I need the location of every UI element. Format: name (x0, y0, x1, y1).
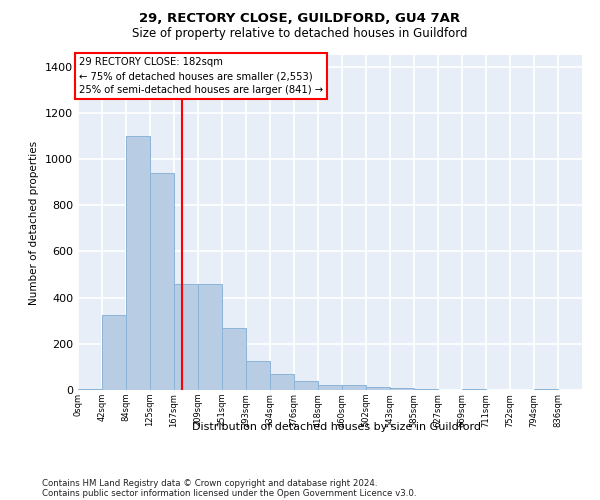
Bar (342, 386, 366, 390)
Text: 29, RECTORY CLOSE, GUILDFORD, GU4 7AR: 29, RECTORY CLOSE, GUILDFORD, GU4 7AR (139, 12, 461, 26)
Text: 29 RECTORY CLOSE: 182sqm
← 75% of detached houses are smaller (2,553)
25% of sem: 29 RECTORY CLOSE: 182sqm ← 75% of detach… (79, 58, 323, 96)
Bar (150, 173, 174, 390)
Bar (414, 389, 438, 390)
Bar (366, 386, 389, 390)
Bar (246, 361, 270, 390)
Bar (174, 284, 198, 390)
Text: Distribution of detached houses by size in Guildford: Distribution of detached houses by size … (191, 422, 481, 432)
Bar (294, 381, 318, 390)
Bar (389, 388, 414, 390)
Bar (318, 386, 342, 390)
Bar (198, 284, 222, 390)
Bar (222, 328, 246, 390)
Text: Contains HM Land Registry data © Crown copyright and database right 2024.: Contains HM Land Registry data © Crown c… (42, 478, 377, 488)
Text: Size of property relative to detached houses in Guildford: Size of property relative to detached ho… (132, 28, 468, 40)
Bar (126, 136, 150, 390)
Bar (78, 389, 102, 390)
Bar (270, 374, 294, 390)
Bar (534, 389, 558, 390)
Bar (102, 315, 126, 390)
Bar (462, 389, 486, 390)
Text: Contains public sector information licensed under the Open Government Licence v3: Contains public sector information licen… (42, 488, 416, 498)
Y-axis label: Number of detached properties: Number of detached properties (29, 140, 40, 304)
